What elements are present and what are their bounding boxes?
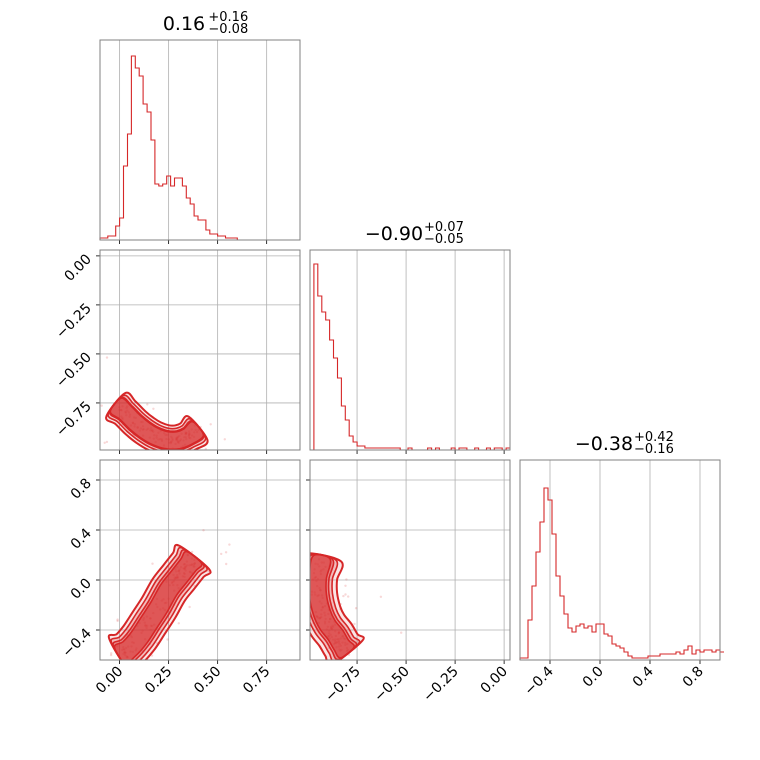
scatter-1-0-yticklabel-3: −0.75 xyxy=(53,398,95,440)
scatter-1-0-sample-point xyxy=(103,441,106,444)
scatter-2-0-yticklabel-1: 0.4 xyxy=(68,525,95,552)
scatter-1-0-sample-point xyxy=(150,453,152,455)
scatter-2-0-xticklabel-0: 0.00 xyxy=(93,664,126,697)
hist-2-title-median: −0.38 xyxy=(575,433,633,455)
hist-1-histogram-line xyxy=(310,263,510,451)
scatter-2-1-sample-point xyxy=(353,622,356,626)
scatter-2-0-sample-point xyxy=(110,652,113,655)
scatter-2-1-sample-point xyxy=(307,592,309,594)
scatter-1-0-sample-point xyxy=(179,477,181,479)
hist-2-grid xyxy=(549,460,701,664)
hist-2-xticklabel-1: 0.0 xyxy=(580,664,607,691)
scatter-1-0-yticklabel-1: −0.25 xyxy=(53,300,95,342)
scatter-2-1-xticklabel-1: −0.50 xyxy=(371,664,413,706)
scatter-2-0-yticklabel-3: −0.4 xyxy=(59,625,94,660)
scatter-1-0-density xyxy=(100,356,226,479)
scatter-2-1-sample-point xyxy=(379,595,383,598)
hist-0-title-median: 0.16 xyxy=(163,13,205,35)
scatter-2-0-yticklabel-0: 0.8 xyxy=(68,476,95,503)
hist-1-frame xyxy=(309,249,511,451)
scatter-2-0-xticklabel-2: 0.50 xyxy=(191,664,224,697)
scatter-2-0-sample-point xyxy=(220,552,223,556)
hist-1-title-median: −0.90 xyxy=(365,223,423,245)
scatter-1-0-yticklabel-2: −0.50 xyxy=(53,349,95,391)
scatter-2-0-sample-point xyxy=(224,551,228,554)
scatter-2-1-sample-point xyxy=(304,554,306,556)
scatter-2-1-xticklabel-3: 0.00 xyxy=(478,664,511,697)
scatter-2-1-sample-point xyxy=(342,594,345,598)
scatter-1-0-contour-level-3 xyxy=(109,397,205,450)
scatter-2-1-frame xyxy=(309,459,511,661)
hist-0-frame xyxy=(99,39,301,241)
scatter-2-1-xticklabel-0: −0.75 xyxy=(322,664,364,706)
scatter-2-0-sample-point xyxy=(109,653,113,657)
hist-2-histogram-line xyxy=(519,487,724,660)
scatter-2-0-sample-point xyxy=(190,550,194,554)
scatter-2-0-sample-point xyxy=(150,654,154,657)
scatter-2-0-yticklabel-2: 0.0 xyxy=(68,576,95,603)
scatter-1-0-sample-point xyxy=(125,455,127,457)
scatter-2-1-sample-point xyxy=(276,592,278,594)
scatter-2-1-sample-point xyxy=(295,668,297,670)
scatter-2-1-sample-point xyxy=(354,607,358,610)
scatter-2-0-sample-point xyxy=(177,622,180,625)
scatter-2-1-sample-point xyxy=(344,593,347,596)
scatter-2-1-density xyxy=(276,552,403,670)
hist-1-title-plus: +0.07 xyxy=(424,220,464,235)
scatter-2-0-contour-level-3 xyxy=(113,550,203,660)
scatter-2-0-sample-point xyxy=(151,562,154,565)
scatter-2-0-sample-point xyxy=(116,618,119,621)
scatter-2-0-sample-point xyxy=(228,543,231,546)
scatter-1-0-sample-point xyxy=(152,407,155,410)
scatter-2-0-density xyxy=(107,529,231,663)
hist-2-frame xyxy=(519,459,721,661)
scatter-1-0-sample-point xyxy=(154,453,156,455)
scatter-2-0-sample-point xyxy=(202,529,205,532)
scatter-2-1-contour-level-3 xyxy=(310,553,356,659)
scatter-2-0-xticklabel-3: 0.75 xyxy=(240,664,273,697)
scatter-2-0-sample-point xyxy=(225,562,228,566)
hist-2-title-minus: −0.16 xyxy=(634,442,674,457)
scatter-1-0-sample-point xyxy=(204,447,207,450)
scatter-2-1-sample-point xyxy=(291,626,293,628)
hist-1-title-minus: −0.05 xyxy=(424,232,464,247)
scatter-2-0-sample-point xyxy=(107,661,109,663)
scatter-2-1-sample-point xyxy=(400,631,403,634)
scatter-2-1-sample-point xyxy=(345,578,348,581)
hist-1-grid xyxy=(356,250,505,454)
scatter-1-0-sample-point xyxy=(209,423,212,426)
hist-0-title-minus: −0.08 xyxy=(208,22,248,37)
scatter-1-0-sample-point xyxy=(105,440,109,444)
scatter-1-0-sample-point xyxy=(170,469,172,471)
scatter-2-0-sample-point xyxy=(116,619,119,623)
scatter-2-1-sample-point xyxy=(341,663,343,665)
scatter-1-0-yticklabel-0: 0.00 xyxy=(61,251,94,284)
hist-2-xticklabel-0: −0.4 xyxy=(521,663,556,698)
hist-2-xticklabel-2: 0.4 xyxy=(630,663,657,690)
scatter-2-1-sample-point xyxy=(334,660,336,662)
scatter-1-0-sample-point xyxy=(100,404,103,407)
scatter-2-0-sample-point xyxy=(188,605,191,609)
scatter-2-0-frame xyxy=(99,459,301,661)
hist-0-grid xyxy=(119,40,268,244)
scatter-1-0-sample-point xyxy=(195,463,197,465)
scatter-2-1-sample-point xyxy=(317,667,319,669)
scatter-1-0-sample-point xyxy=(146,403,149,406)
hist-2-xticklabel-3: 0.8 xyxy=(680,664,707,691)
scatter-2-1-sample-point xyxy=(347,595,350,598)
scatter-2-1-sample-point xyxy=(344,584,347,587)
scatter-1-0-sample-point xyxy=(105,356,109,359)
scatter-1-0-frame xyxy=(99,249,301,451)
scatter-2-1-xticklabel-2: −0.25 xyxy=(420,664,462,706)
scatter-1-0-sample-point xyxy=(223,438,226,441)
hist-2-title-plus: +0.42 xyxy=(634,430,674,445)
scatter-2-0-sample-point xyxy=(166,638,169,641)
scatter-1-0-grid xyxy=(96,250,300,454)
hist-0-histogram-line xyxy=(99,55,300,241)
scatter-2-0-xticklabel-1: 0.25 xyxy=(142,664,175,697)
hist-0-title-plus: +0.16 xyxy=(208,10,248,25)
